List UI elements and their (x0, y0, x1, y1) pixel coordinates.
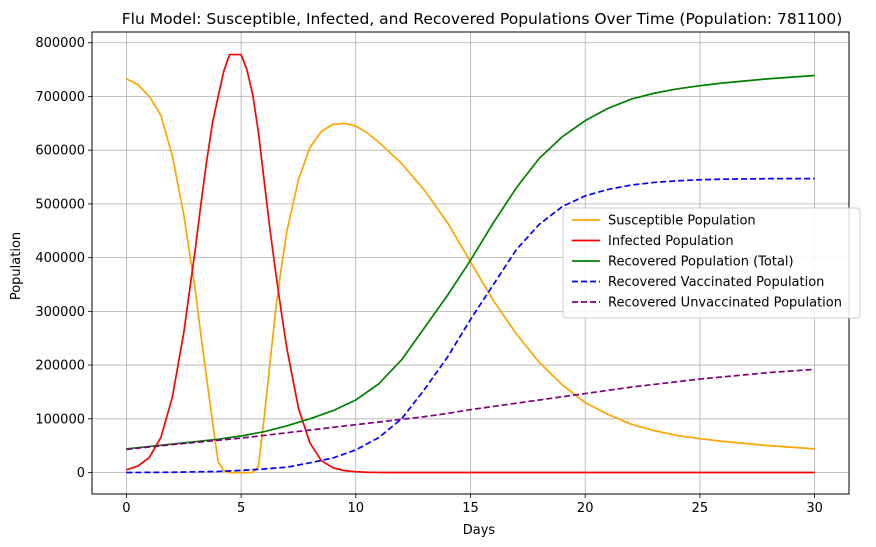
legend-label: Recovered Population (Total) (608, 255, 794, 270)
y-axis: 0 100000 200000 300000 400000 500000 600000 700… (35, 36, 92, 481)
y-tick-label: 100000 (35, 412, 85, 427)
legend-label: Recovered Unvaccinated Population (608, 296, 842, 311)
x-axis: 0 5 10 15 20 25 30 (122, 494, 823, 516)
series-line-0 (126, 77, 815, 474)
series-line-4 (126, 368, 815, 451)
legend-label: Infected Population (608, 234, 734, 249)
y-axis-label: Population (9, 232, 24, 300)
chart-title: Flu Model: Susceptible, Infected, and Re… (122, 10, 843, 28)
x-tick-label: 15 (462, 501, 479, 516)
x-tick-label: 5 (237, 501, 245, 516)
x-tick-label: 30 (806, 501, 823, 516)
series-lines (126, 53, 815, 474)
x-tick-label: 25 (692, 501, 709, 516)
x-tick-label: 20 (577, 501, 594, 516)
y-tick-label: 700000 (35, 90, 85, 105)
y-tick-label: 0 (77, 466, 85, 481)
y-tick-label: 300000 (35, 305, 85, 320)
y-tick-label: 600000 (35, 144, 85, 159)
legend: Susceptible Population Infected Populatio… (562, 207, 861, 319)
series-line-3 (126, 177, 815, 474)
series-line-1 (126, 53, 815, 474)
legend-label: Susceptible Population (608, 214, 756, 229)
y-tick-label: 400000 (35, 251, 85, 266)
legend-label: Recovered Vaccinated Population (608, 275, 824, 290)
series-line-2 (126, 74, 815, 450)
y-tick-label: 800000 (35, 36, 85, 51)
x-tick-label: 0 (122, 501, 130, 516)
x-tick-label: 10 (348, 501, 365, 516)
legend-box (562, 207, 861, 319)
x-axis-label: Days (463, 523, 496, 538)
y-tick-label: 500000 (35, 197, 85, 212)
y-tick-label: 200000 (35, 359, 85, 374)
